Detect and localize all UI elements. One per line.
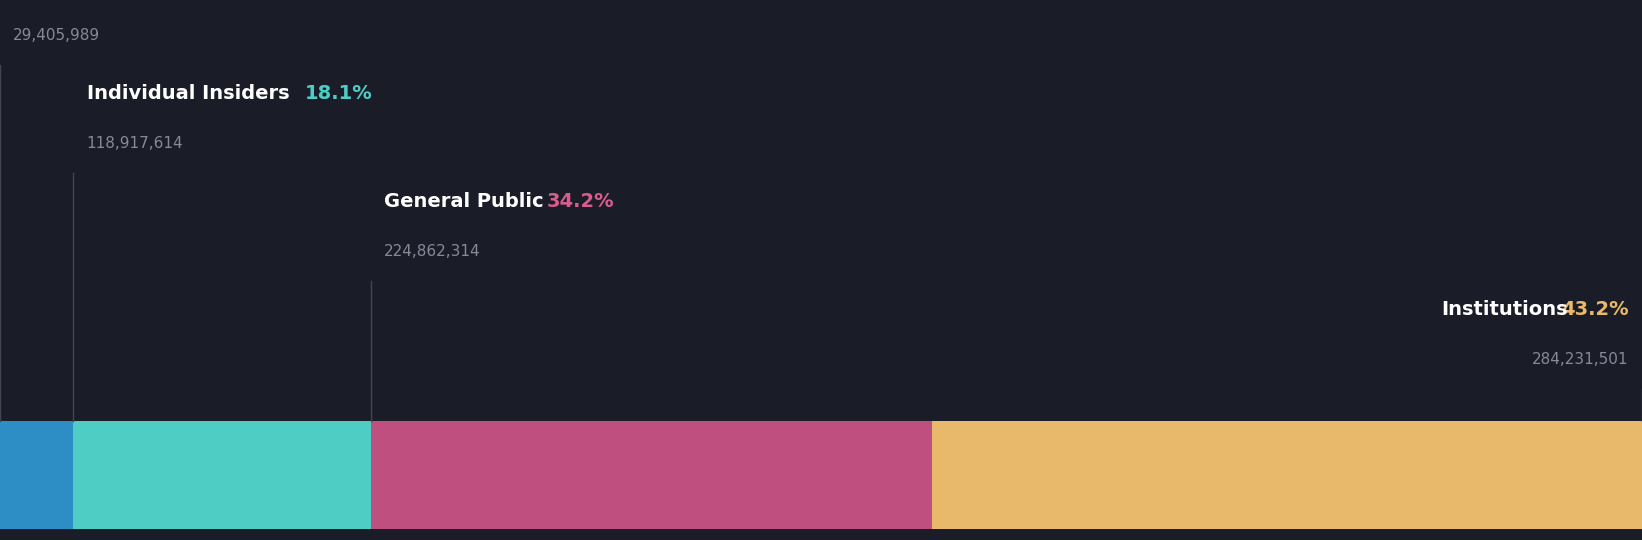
Bar <box>933 421 1642 529</box>
Text: Institutions: Institutions <box>1442 300 1568 319</box>
Text: 29,405,989: 29,405,989 <box>13 28 100 43</box>
Text: Individual Insiders: Individual Insiders <box>87 84 289 103</box>
Text: 43.2%: 43.2% <box>1562 300 1629 319</box>
Bar <box>371 421 933 529</box>
Text: General Public: General Public <box>384 192 544 211</box>
Text: 284,231,501: 284,231,501 <box>1532 352 1629 367</box>
Bar <box>0 421 74 529</box>
Text: 224,862,314: 224,862,314 <box>384 244 481 259</box>
Text: 34.2%: 34.2% <box>547 192 614 211</box>
Text: 18.1%: 18.1% <box>305 84 373 103</box>
Text: 118,917,614: 118,917,614 <box>87 136 184 151</box>
Bar <box>74 421 371 529</box>
